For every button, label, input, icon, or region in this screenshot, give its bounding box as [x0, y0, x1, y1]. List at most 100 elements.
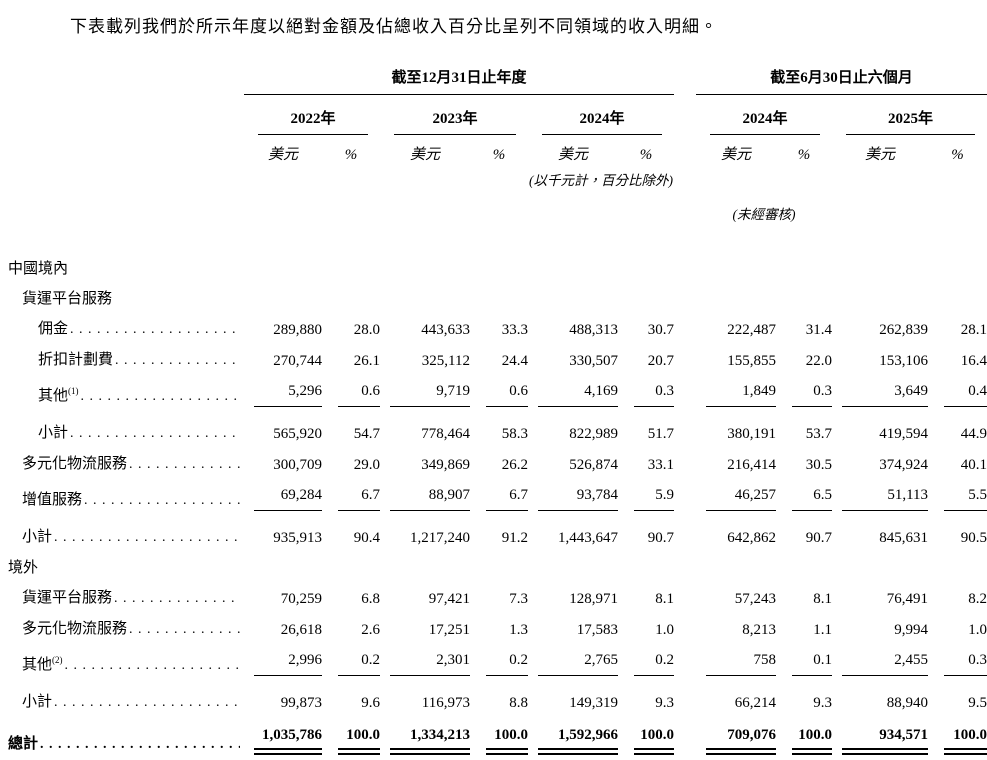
- usd-cell: 153,106: [879, 352, 929, 369]
- usd-cell: [696, 227, 776, 284]
- data-row: 小計 565,920 54.7 778,464 58.3 822,989 51.7 380,1…: [0, 412, 987, 449]
- usd-cell: 1,849: [696, 376, 777, 412]
- column-gap: [674, 314, 696, 345]
- period-interim-label: 截至6月30日止六個月: [696, 66, 987, 95]
- usd-cell: 778,464: [421, 425, 470, 442]
- section-row: 境外: [0, 553, 987, 583]
- usd-cell: 419,594: [879, 425, 929, 442]
- pct-cell: 0.3: [618, 376, 675, 412]
- unit-pct: %: [344, 146, 358, 163]
- usd-cell: 935,913: [273, 529, 322, 546]
- usd-cell: [244, 553, 322, 583]
- unit-usd: 美元: [865, 146, 896, 163]
- header-spacer: [244, 166, 528, 189]
- unaudited-note: (未經審核): [732, 206, 796, 222]
- pct-cell: 90.7: [647, 529, 675, 546]
- usd-cell: 845,631: [879, 529, 929, 546]
- unit-pct: %: [492, 146, 506, 163]
- usd-cell: [244, 284, 322, 314]
- usd-cell: 374,924: [879, 456, 929, 473]
- usd-cell: 26,618: [280, 621, 322, 638]
- header-spacer: [244, 189, 674, 227]
- usd-cell: 51,113: [832, 480, 929, 516]
- usd-cell: 330,507: [569, 352, 618, 369]
- usd-cell: 349,869: [421, 456, 470, 473]
- section-row: 貨運平台服務: [0, 284, 987, 314]
- pct-cell: [618, 284, 674, 314]
- pct-cell: 40.1: [960, 456, 987, 473]
- dot-leader: [84, 490, 240, 511]
- data-row: 其他(1)5,2960.69,7190.64,1690.31,8490.33,6…: [0, 376, 987, 412]
- unit-pct: %: [951, 146, 964, 163]
- pct-cell: [470, 227, 528, 284]
- dot-leader: [114, 588, 240, 609]
- column-gap: [674, 166, 696, 189]
- pct-cell: 54.7: [353, 425, 380, 442]
- header-spacer: [832, 189, 987, 227]
- row-label: 中國境內: [8, 260, 69, 277]
- column-gap: [674, 345, 696, 376]
- pct-cell: 100.0: [776, 718, 833, 760]
- column-gap: [674, 227, 696, 284]
- pct-cell: [322, 284, 380, 314]
- usd-cell: 1,443,647: [558, 529, 618, 546]
- usd-cell: 1,035,786: [244, 718, 322, 760]
- pct-cell: 100.0: [928, 718, 987, 760]
- header-spacer: [696, 166, 987, 189]
- unit-header-row: 美元 % 美元 % 美元 % 美元 % 美元 %: [0, 135, 987, 166]
- pct-cell: 6.5: [776, 480, 833, 516]
- header-spacer: [0, 189, 244, 227]
- pct-cell: 33.1: [647, 456, 675, 473]
- usd-cell: 9,994: [894, 621, 929, 638]
- column-gap: [674, 412, 696, 449]
- column-gap: [674, 553, 696, 583]
- pct-cell: [928, 227, 987, 284]
- pct-cell: [776, 284, 832, 314]
- total-row: 總計1,035,786100.01,334,213100.01,592,9661…: [0, 718, 987, 760]
- pct-cell: 20.7: [647, 352, 675, 369]
- usd-cell: 155,855: [727, 352, 777, 369]
- usd-cell: 934,571: [832, 718, 929, 760]
- dot-leader: [129, 454, 240, 475]
- pct-cell: [776, 227, 832, 284]
- year-header-2022: 2022年: [244, 95, 380, 135]
- column-gap: [674, 718, 696, 760]
- period-header-row: 截至12月31日止年度 截至6月30日止六個月: [0, 66, 987, 95]
- pct-cell: 8.8: [509, 694, 528, 711]
- usd-cell: [696, 553, 776, 583]
- pct-cell: 0.2: [322, 645, 380, 681]
- year-header-6m2025: 2025年: [832, 95, 987, 135]
- unit-usd: 美元: [267, 146, 298, 163]
- pct-cell: 26.1: [353, 352, 380, 369]
- pct-cell: 6.7: [322, 480, 380, 516]
- pct-cell: 0.1: [776, 645, 833, 681]
- dot-leader: [129, 619, 240, 640]
- column-gap: [674, 66, 696, 95]
- row-label: 小計: [0, 681, 244, 718]
- units-note-row: (以千元計，百分比除外): [0, 166, 987, 189]
- usd-cell: 1,334,213: [380, 718, 470, 760]
- usd-cell: 565,920: [273, 425, 322, 442]
- pct-cell: 100.0: [322, 718, 380, 760]
- pct-cell: 5.9: [618, 480, 675, 516]
- usd-cell: 66,214: [734, 694, 777, 711]
- dot-leader: [54, 527, 240, 548]
- usd-cell: 262,839: [879, 321, 929, 338]
- usd-cell: 17,583: [576, 621, 618, 638]
- row-label: 境外: [8, 559, 39, 576]
- pct-cell: [470, 284, 528, 314]
- pct-cell: 90.4: [353, 529, 380, 546]
- pct-cell: 1.3: [509, 621, 528, 638]
- dot-leader: [81, 386, 240, 407]
- revenue-breakdown-table: 截至12月31日止年度 截至6月30日止六個月 2022年 2023年 2024…: [0, 66, 987, 760]
- usd-cell: 488,313: [569, 321, 618, 338]
- dot-leader: [115, 350, 240, 371]
- row-label: 總計: [0, 718, 244, 760]
- column-gap: [674, 480, 696, 516]
- dot-leader: [70, 319, 240, 340]
- usd-cell: 9,719: [380, 376, 470, 412]
- header-spacer: [0, 95, 244, 135]
- pct-cell: 22.0: [805, 352, 833, 369]
- pct-cell: 90.5: [960, 529, 987, 546]
